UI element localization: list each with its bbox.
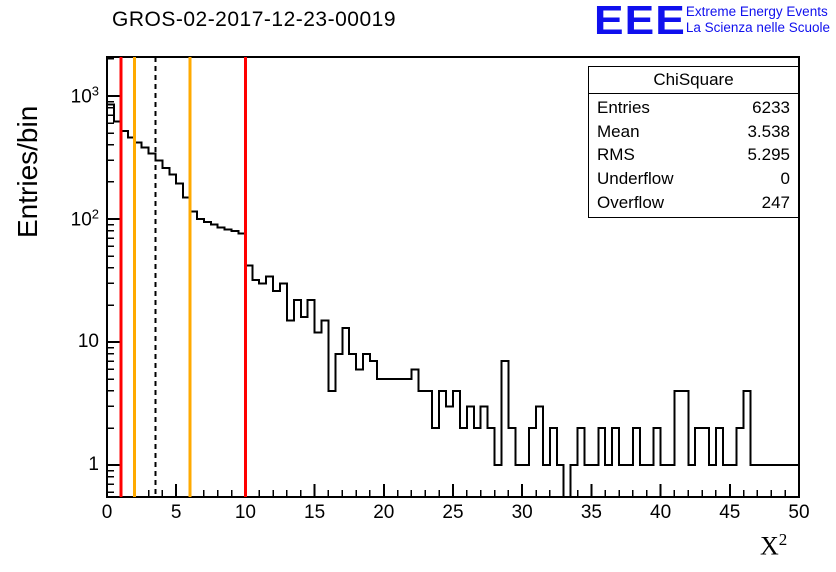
- x-tick-label: 0: [101, 502, 113, 523]
- stat-value: 6233: [752, 97, 790, 117]
- x-tick-label: 25: [442, 502, 464, 523]
- stats-row-underflow: Underflow 0: [589, 169, 798, 189]
- stat-value: 3.538: [747, 121, 790, 141]
- y-tick-label: 1: [88, 454, 99, 476]
- x-tick-label: 10: [234, 502, 256, 523]
- stat-value: 247: [761, 193, 790, 213]
- x-tick-label: 5: [170, 502, 182, 523]
- chi-square-histogram-line: [106, 103, 800, 498]
- x-tick-label: 50: [788, 502, 810, 523]
- stat-label: Entries: [597, 97, 650, 117]
- x-axis-title-exponent: 2: [778, 530, 788, 549]
- x-axis-title: X2: [760, 530, 787, 562]
- x-tick-label: 15: [304, 502, 326, 523]
- eee-logo: EEE Extreme Energy Events La Scienza nel…: [593, 0, 830, 43]
- x-axis-title-base: X: [760, 531, 779, 561]
- x-tick-label: 30: [511, 502, 533, 523]
- stats-box-title: ChiSquare: [589, 67, 798, 94]
- stat-value: 5.295: [747, 145, 790, 165]
- stats-row-mean: Mean 3.538: [589, 122, 798, 142]
- plot-title: GROS-02-2017-12-23-00019: [112, 8, 396, 31]
- stats-row-overflow: Overflow 247: [589, 193, 798, 213]
- y-tick-label: 10: [77, 331, 99, 352]
- eee-logo-line2: La Scienza nelle Scuole: [685, 19, 830, 35]
- stats-box: ChiSquare Entries 6233 Mean 3.538 RMS 5.…: [588, 66, 799, 218]
- stats-box-rows: Entries 6233 Mean 3.538 RMS 5.295 Underf…: [589, 94, 798, 217]
- x-tick-label: 20: [373, 502, 395, 523]
- y-tick-label: 102: [70, 206, 99, 231]
- y-axis-title: Entries/bin: [12, 105, 43, 238]
- eee-logo-acronym: EEE: [593, 0, 686, 43]
- stat-value: 0: [780, 169, 790, 189]
- stat-label: Mean: [597, 121, 640, 141]
- stats-row-rms: RMS 5.295: [589, 145, 798, 165]
- eee-logo-line1: Extreme Energy Events: [685, 4, 828, 19]
- stat-label: Underflow: [597, 169, 674, 189]
- stat-label: RMS: [597, 145, 635, 165]
- x-tick-label: 45: [719, 502, 741, 523]
- eee-logo-text: Extreme Energy Events La Scienza nelle S…: [686, 2, 830, 35]
- y-tick-label: 103: [70, 83, 99, 108]
- stat-label: Overflow: [597, 193, 665, 213]
- x-tick-label: 35: [580, 502, 602, 523]
- x-tick-label: 40: [650, 502, 672, 523]
- stats-row-entries: Entries 6233: [589, 98, 798, 118]
